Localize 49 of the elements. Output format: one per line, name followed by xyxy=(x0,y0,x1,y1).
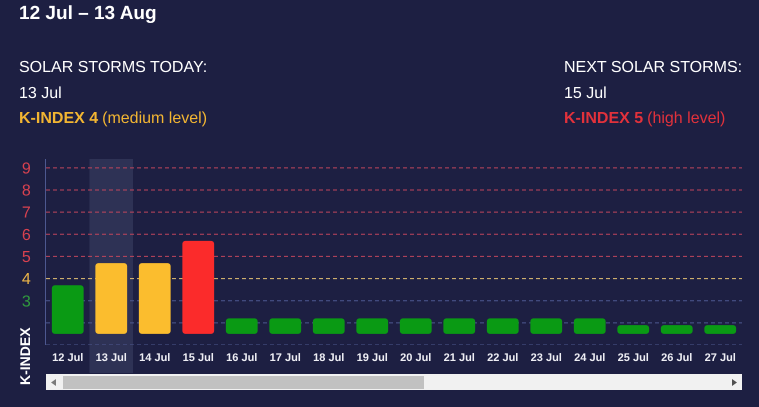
text: 13 Jul xyxy=(19,85,62,103)
x-tick-label: 14 Jul xyxy=(139,352,170,364)
x-tick-label: 26 Jul xyxy=(661,352,692,364)
x-tick-label: 18 Jul xyxy=(313,352,344,364)
y-tick-label: 4 xyxy=(22,271,31,288)
text: (medium level) xyxy=(102,110,208,128)
y-tick-label: 7 xyxy=(22,204,31,222)
chart-title: 12 Jul – 13 Aug xyxy=(19,3,157,25)
bar xyxy=(443,318,476,334)
y-axis-title: K-INDEX xyxy=(17,326,33,385)
bar xyxy=(226,318,258,334)
bar xyxy=(530,318,562,334)
bar xyxy=(704,325,736,334)
x-tick-label: 23 Jul xyxy=(530,352,562,364)
bar xyxy=(52,285,84,334)
bar xyxy=(400,318,432,334)
x-tick-label: 19 Jul xyxy=(356,352,388,364)
bar xyxy=(182,240,214,334)
text: K-INDEX 5 xyxy=(564,110,644,128)
bar xyxy=(574,318,606,334)
text: SOLAR STORMS TODAY: xyxy=(19,59,208,77)
y-tick-label: 9 xyxy=(22,160,31,178)
bar xyxy=(269,318,302,334)
bar xyxy=(138,263,171,334)
bar xyxy=(486,318,519,334)
x-tick-label: 15 Jul xyxy=(182,352,214,364)
x-tick-label: 27 Jul xyxy=(704,352,736,364)
text: 15 Jul xyxy=(564,85,607,103)
y-tick-label: 5 xyxy=(22,249,31,266)
x-tick-label: 25 Jul xyxy=(618,352,649,364)
x-tick-label: 17 Jul xyxy=(270,352,301,364)
text: NEXT SOLAR STORMS: xyxy=(564,59,742,77)
x-tick-label: 13 Jul xyxy=(96,352,127,364)
y-tick-label: 8 xyxy=(22,182,31,200)
bar xyxy=(356,318,388,334)
bar xyxy=(617,325,650,334)
text: (high level) xyxy=(647,110,726,128)
x-tick-label: 16 Jul xyxy=(226,352,258,364)
x-tick-label: 24 Jul xyxy=(574,352,606,364)
x-tick-label: 22 Jul xyxy=(487,352,518,364)
bar xyxy=(95,263,128,334)
x-tick-label: 12 Jul xyxy=(52,352,84,364)
bar xyxy=(660,325,693,334)
text: K-INDEX 4 xyxy=(19,110,98,128)
y-tick-label: 3 xyxy=(22,293,31,310)
x-tick-label: 20 Jul xyxy=(400,352,432,364)
y-tick-label: 6 xyxy=(22,226,31,244)
bar xyxy=(312,318,345,334)
x-tick-label: 21 Jul xyxy=(444,352,475,364)
